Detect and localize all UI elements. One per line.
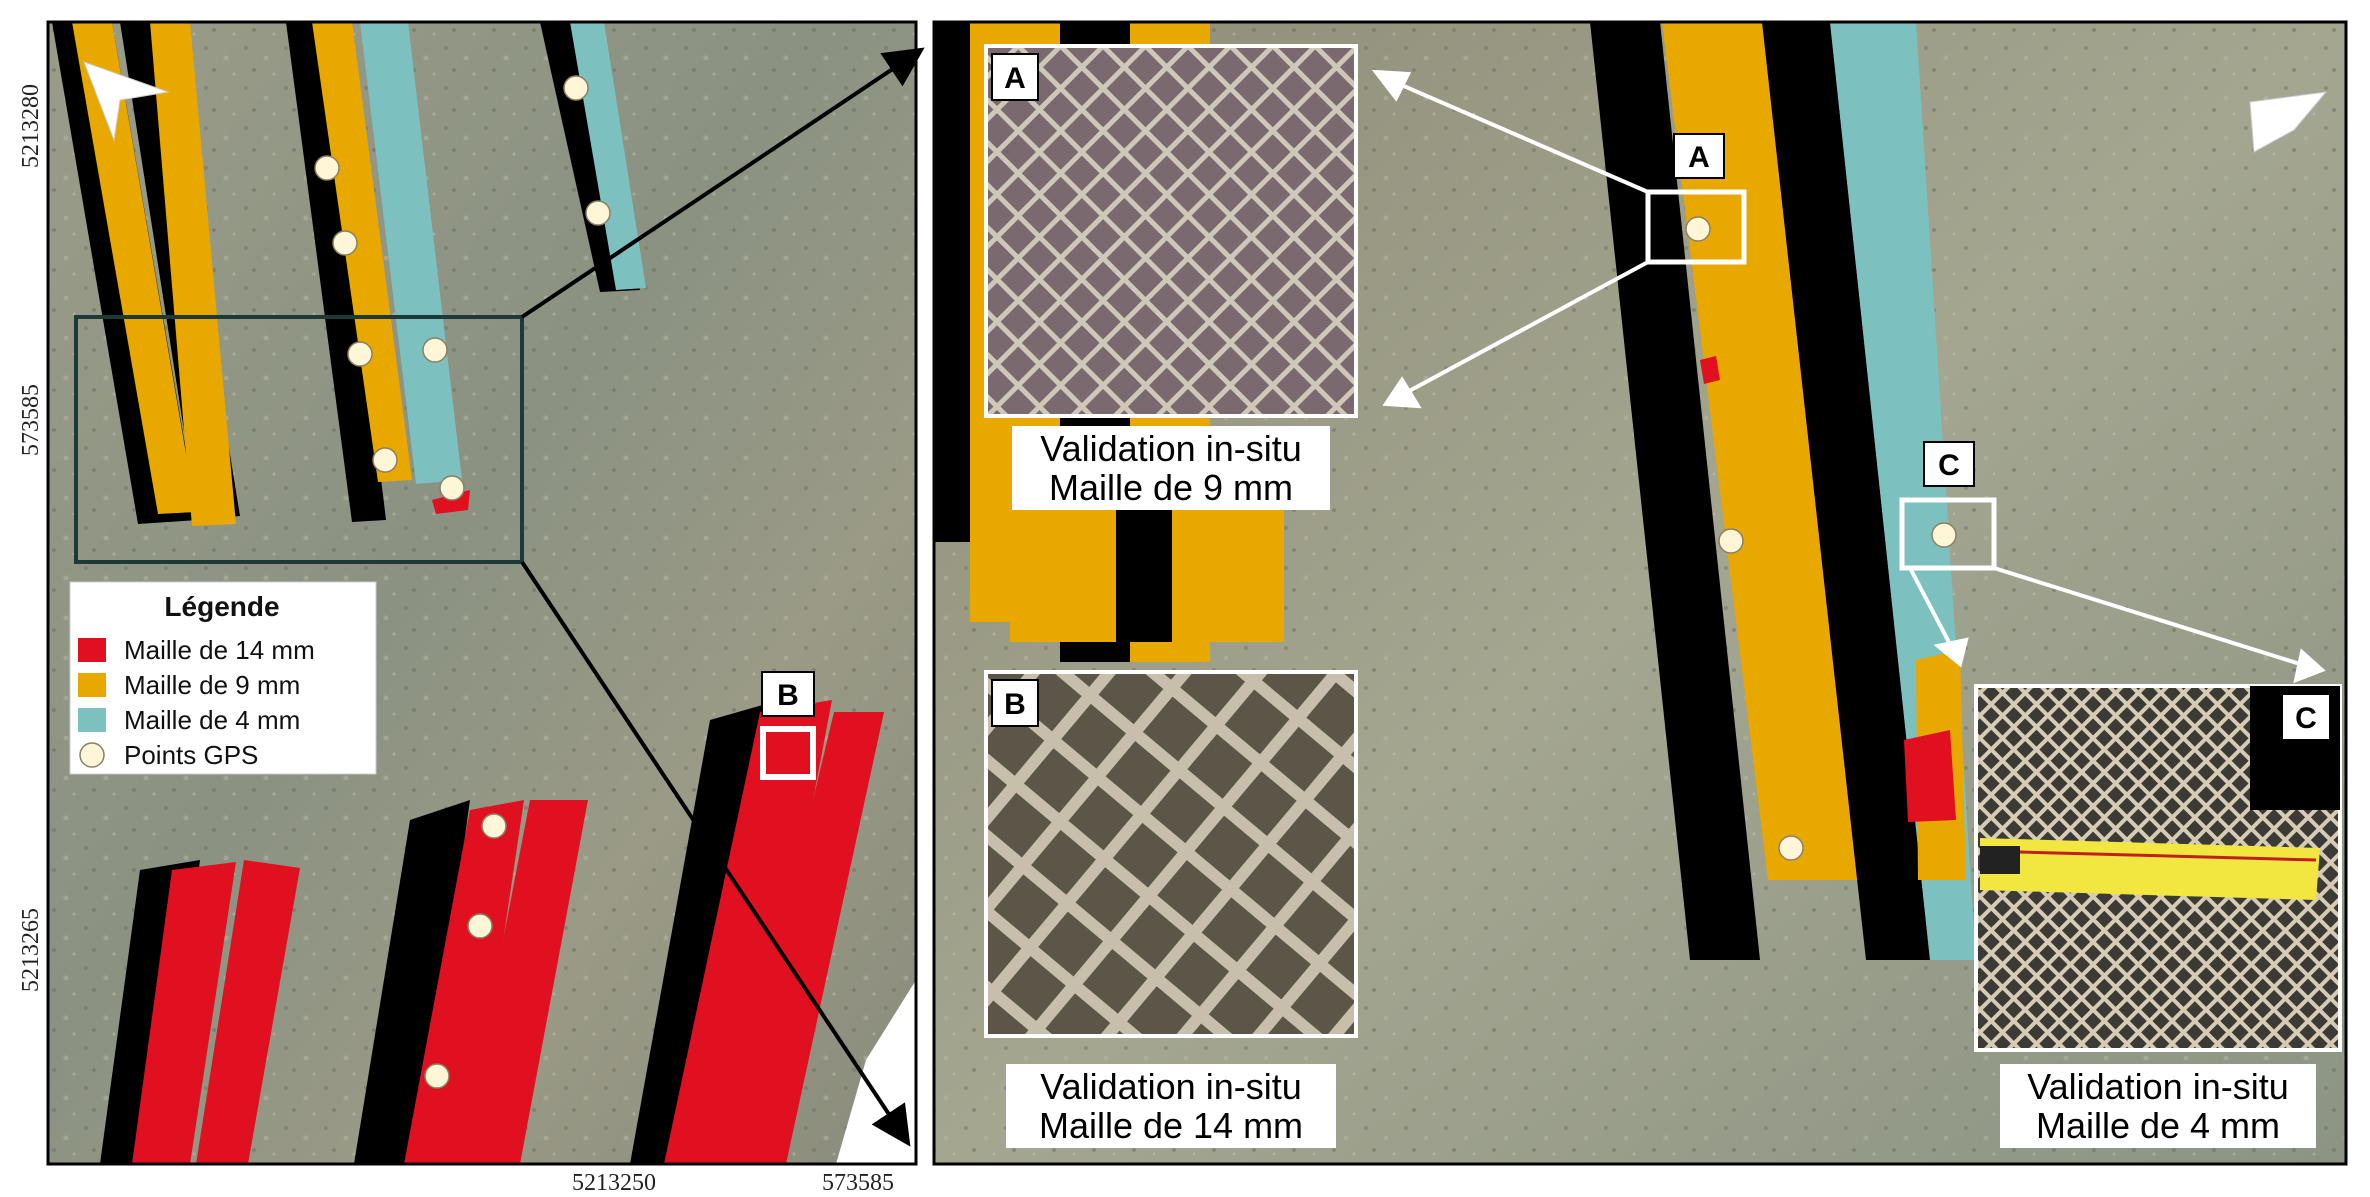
label-c-map-text: C xyxy=(1938,449,1960,482)
inset-a-label-box xyxy=(991,53,1039,101)
gps-point-icon xyxy=(1931,522,1957,548)
label-c-map-box xyxy=(1923,441,1975,487)
legend: Légende Maille de 14 mm Maille de 9 mm M… xyxy=(69,581,377,775)
inset-c-label-text: C xyxy=(2295,702,2317,735)
overview-frame xyxy=(46,20,918,1166)
callout-arrow-icon xyxy=(1908,567,1954,649)
caption-b-line1: Validation in-situ xyxy=(1040,1066,1301,1107)
legend-title: Légende xyxy=(164,591,279,622)
gps-point-icon xyxy=(585,200,611,226)
legend-symbol-gps xyxy=(79,742,105,768)
overview-map xyxy=(48,22,916,1164)
inset-photo-c: C Validation in-situ Maille de 4 mm xyxy=(1974,684,2342,1148)
north-arrow-icon xyxy=(2249,91,2328,153)
axis-label-left-middle: 573585 xyxy=(18,384,44,456)
gps-point-icon xyxy=(1685,216,1711,242)
legend-label-4mm: Maille de 4 mm xyxy=(124,705,300,735)
caption-c-box xyxy=(2000,1064,2316,1148)
legend-swatch-14mm xyxy=(78,638,106,662)
gps-point-icon xyxy=(481,813,507,839)
label-a-map-box xyxy=(1673,133,1725,179)
inset-photo-b: B Validation in-situ Maille de 14 mm xyxy=(984,670,1358,1148)
connector-bottom-arrow xyxy=(520,560,911,1147)
gps-point-icon xyxy=(372,447,398,473)
label-a-map-text: A xyxy=(1688,141,1710,174)
caption-c-line2: Maille de 4 mm xyxy=(2036,1105,2280,1146)
inset-photo-b-image xyxy=(984,670,1358,1038)
gps-point-icon xyxy=(439,475,465,501)
callout-arrow-icon xyxy=(1399,260,1649,398)
mesh-central-row-detail xyxy=(1590,22,1976,960)
legend-box xyxy=(69,581,377,775)
callout-arrow-icon xyxy=(1382,376,1422,409)
legend-swatch-9mm xyxy=(78,673,106,697)
site-c-box xyxy=(1899,497,1997,571)
callout-arrows xyxy=(1371,69,2326,684)
connector-top-arrow xyxy=(520,47,925,319)
gps-point-icon xyxy=(422,337,448,363)
caption-a-line2: Maille de 9 mm xyxy=(1049,467,1293,508)
axis-label-left-bottom: 5213265 xyxy=(18,908,44,992)
detail-frame xyxy=(932,20,2348,1166)
inset-a-label-text: A xyxy=(1004,62,1026,95)
gps-point-icon xyxy=(314,155,340,181)
inset-photo-a-image xyxy=(984,44,1358,418)
gps-point-icon xyxy=(467,913,493,939)
site-b-box xyxy=(760,726,816,780)
caption-a-line1: Validation in-situ xyxy=(1040,428,1301,469)
zoom-extent-frame xyxy=(74,315,524,564)
gps-point-icon xyxy=(1718,528,1744,554)
axis-labels: 5213280 573585 5213265 5213250 573585 xyxy=(18,84,894,1196)
gps-point-icon xyxy=(332,230,358,256)
callout-arrow-icon xyxy=(2293,648,2326,684)
legend-swatch-4mm xyxy=(78,708,106,732)
inset-photo-a: A Validation in-situ Maille de 9 mm xyxy=(984,44,1358,510)
zoom-connectors xyxy=(520,47,925,1147)
axis-label-left-top: 5213280 xyxy=(18,84,44,168)
caption-b-box xyxy=(1006,1064,1336,1148)
callout-arrow-icon xyxy=(1389,78,1649,194)
caption-c-line1: Validation in-situ xyxy=(2027,1066,2288,1107)
axis-label-bottom-middle: 5213250 xyxy=(572,1170,656,1196)
gps-points-overview xyxy=(314,75,611,1089)
legend-label-gps: Points GPS xyxy=(124,740,258,770)
caption-b-line2: Maille de 14 mm xyxy=(1039,1105,1303,1146)
inset-c-label-box xyxy=(2281,693,2331,741)
gps-point-icon xyxy=(424,1063,450,1089)
callout-arrow-icon xyxy=(1371,69,1412,102)
gps-point-icon xyxy=(563,75,589,101)
legend-label-14mm: Maille de 14 mm xyxy=(124,635,315,665)
label-b-text: B xyxy=(777,679,799,712)
mesh-14mm-rows-overview xyxy=(100,700,884,1164)
inset-b-label-text: B xyxy=(1004,688,1026,721)
gps-point-icon xyxy=(1778,835,1804,861)
north-arrow-icon xyxy=(83,61,170,142)
gps-points-detail xyxy=(1685,216,1957,861)
label-b-overview: B xyxy=(761,671,815,717)
caption-a-box xyxy=(1012,426,1330,510)
callout-arrow-icon xyxy=(1933,637,1969,668)
mesh-9mm-rows-overview xyxy=(52,22,240,526)
inset-b-label-box xyxy=(991,679,1039,727)
callout-arrow-icon xyxy=(1993,566,2301,666)
measuring-tape-icon xyxy=(1980,838,2320,900)
gps-point-icon xyxy=(347,341,373,367)
legend-label-9mm: Maille de 9 mm xyxy=(124,670,300,700)
axis-label-bottom-right: 573585 xyxy=(822,1170,894,1196)
site-a-box xyxy=(1645,189,1747,265)
